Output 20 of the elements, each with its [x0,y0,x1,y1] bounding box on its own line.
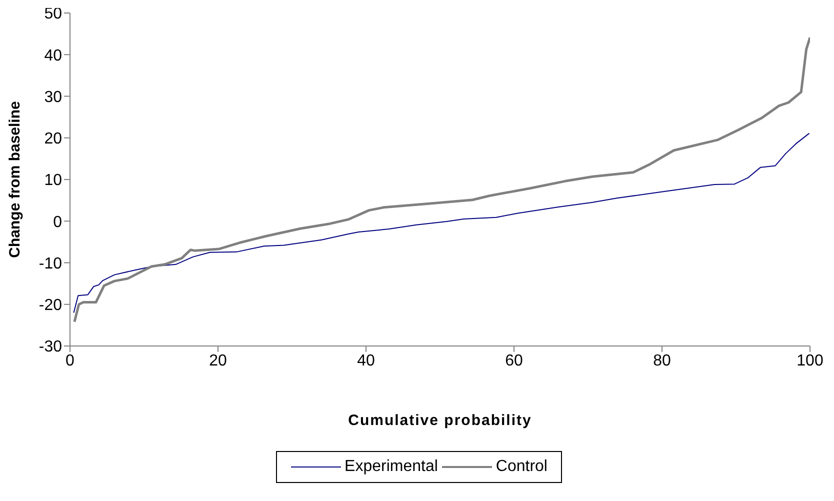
legend-label: Experimental [344,458,438,476]
y-tick-label: -20 [38,297,62,314]
x-tick-label: 100 [796,352,824,370]
x-tick-label: 40 [357,352,375,370]
y-tick-label: 40 [44,47,62,64]
line-series [73,36,810,324]
y-tick-label: 20 [44,130,62,148]
x-tick-label: 0 [66,352,75,370]
x-axis-title: Cumulative probability [348,412,532,429]
legend-label: Control [496,458,548,476]
x-tick-label: 60 [505,352,523,370]
x-tick-label: 80 [653,352,671,370]
y-tick-label: -10 [38,255,62,272]
y-axis-title: Change from baseline [6,101,24,258]
y-tick-label: 30 [44,88,62,106]
line-series [73,132,810,314]
x-tick-label: 20 [209,352,227,370]
y-tick-label: 0 [53,214,62,231]
y-tick-label: 10 [44,172,62,190]
y-tick-label: -30 [38,338,62,356]
